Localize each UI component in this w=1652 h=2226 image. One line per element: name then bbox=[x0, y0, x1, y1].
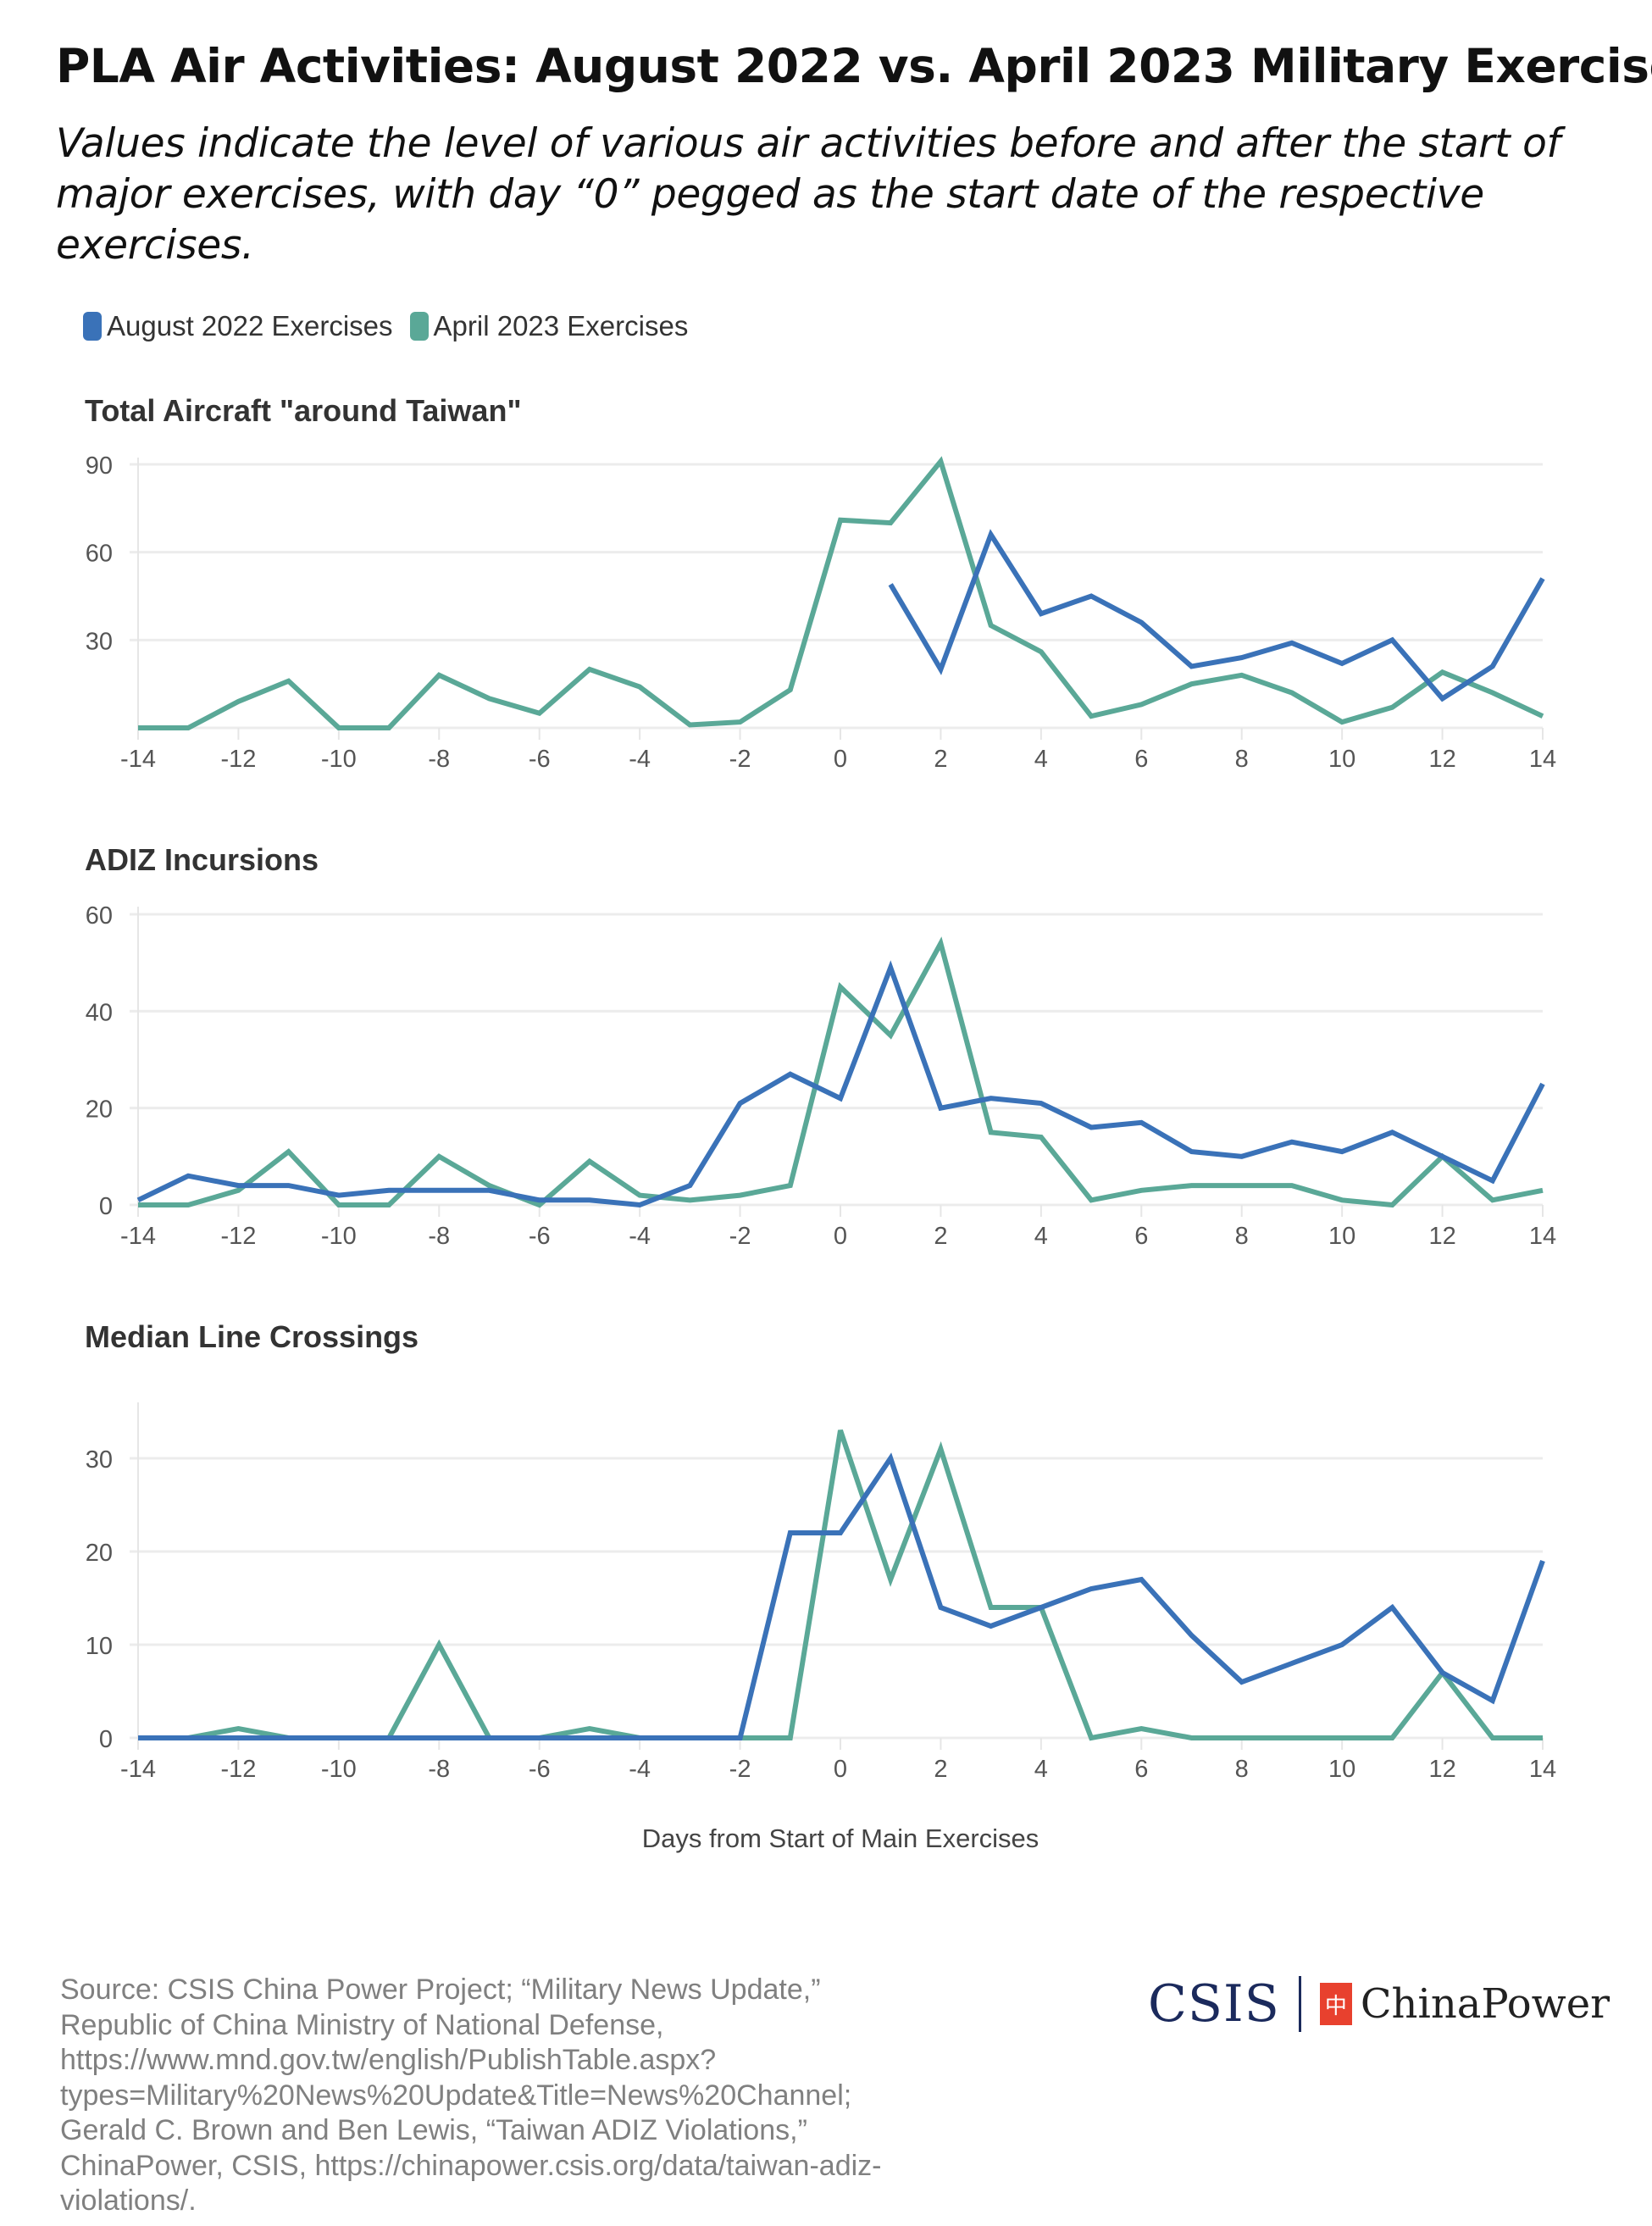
series-line-august-2022 bbox=[888, 529, 1545, 702]
x-tick-label: 0 bbox=[834, 1756, 847, 1783]
series-line-april-2023 bbox=[138, 456, 1544, 730]
legend-swatch-april bbox=[409, 312, 429, 341]
x-tick-label: 2 bbox=[934, 1756, 947, 1783]
chinapower-logo: ChinaPower bbox=[1360, 1980, 1610, 2028]
csis-logo: CSIS bbox=[1148, 1974, 1280, 2034]
x-tick-label: 14 bbox=[1529, 746, 1556, 773]
y-tick-label: 40 bbox=[86, 999, 113, 1026]
x-tick-label: 6 bbox=[1134, 1223, 1148, 1250]
x-tick-label: 10 bbox=[1328, 746, 1355, 773]
x-tick-label: -8 bbox=[428, 1223, 450, 1250]
x-tick-label: 14 bbox=[1529, 1756, 1556, 1783]
legend-item-august-2022[interactable]: August 2022 Exercises bbox=[83, 310, 393, 342]
x-tick-label: 0 bbox=[834, 1223, 847, 1250]
x-tick-label: -6 bbox=[529, 1223, 551, 1250]
series-line-august-2022 bbox=[138, 1452, 1545, 1740]
x-tick-label: -4 bbox=[629, 1223, 651, 1250]
chinapower-icon: 中 bbox=[1319, 1983, 1352, 2025]
panel-title: ADIZ Incursions bbox=[85, 842, 319, 877]
x-tick-label: -8 bbox=[428, 1756, 450, 1783]
x-tick-label: -10 bbox=[321, 1756, 357, 1783]
x-tick-label: 8 bbox=[1235, 1223, 1249, 1250]
y-tick-label: 20 bbox=[86, 1096, 113, 1124]
y-tick-label: 0 bbox=[99, 1726, 113, 1753]
series-line-april-2023 bbox=[138, 936, 1544, 1208]
x-tick-label: 4 bbox=[1034, 1756, 1048, 1783]
panel-title: Total Aircraft "around Taiwan" bbox=[85, 393, 522, 428]
y-tick-label: 60 bbox=[86, 541, 113, 568]
x-tick-label: -2 bbox=[729, 1756, 751, 1783]
x-tick-label: -4 bbox=[629, 1756, 651, 1783]
x-axis-title: Days from Start of Main Exercises bbox=[642, 1824, 1039, 1853]
legend-label: August 2022 Exercises bbox=[107, 310, 393, 341]
x-tick-label: 12 bbox=[1428, 1223, 1455, 1250]
x-tick-label: -6 bbox=[529, 1756, 551, 1783]
x-tick-label: -10 bbox=[321, 1223, 357, 1250]
x-tick-label: 4 bbox=[1034, 746, 1048, 773]
x-tick-label: -12 bbox=[220, 1756, 256, 1783]
series-line-april-2023 bbox=[138, 1429, 1543, 1741]
x-tick-label: 14 bbox=[1529, 1223, 1556, 1250]
x-tick-label: 12 bbox=[1428, 1756, 1455, 1783]
chart-subtitle: Values indicate the level of various air… bbox=[56, 120, 1561, 269]
y-tick-label: 20 bbox=[86, 1540, 113, 1567]
chart-title: PLA Air Activities: August 2022 vs. Apri… bbox=[56, 39, 1652, 93]
legend-label: April 2023 Exercises bbox=[433, 310, 689, 341]
x-tick-label: 8 bbox=[1235, 1756, 1249, 1783]
x-tick-label: -4 bbox=[629, 746, 651, 773]
x-tick-label: 8 bbox=[1235, 746, 1249, 773]
source-note: Source: CSIS China Power Project; “Milit… bbox=[60, 1973, 882, 2217]
x-tick-label: 2 bbox=[934, 746, 947, 773]
x-tick-label: -12 bbox=[220, 746, 256, 773]
x-tick-label: -10 bbox=[321, 746, 357, 773]
x-tick-label: 2 bbox=[934, 1223, 947, 1250]
x-tick-label: -2 bbox=[729, 1223, 751, 1250]
x-tick-label: -2 bbox=[729, 746, 751, 773]
x-tick-label: -14 bbox=[120, 1756, 156, 1783]
x-tick-label: 10 bbox=[1328, 1223, 1355, 1250]
x-tick-label: 12 bbox=[1428, 746, 1455, 773]
x-tick-label: 6 bbox=[1134, 1756, 1148, 1783]
y-tick-label: 0 bbox=[99, 1193, 113, 1220]
y-tick-label: 30 bbox=[86, 1446, 113, 1474]
logo-divider bbox=[1298, 1976, 1301, 2032]
csis-chinapower-logo: CSIS 中 ChinaPower bbox=[1148, 1974, 1610, 2034]
y-tick-label: 30 bbox=[86, 628, 113, 655]
series-line-august-2022 bbox=[136, 960, 1545, 1208]
legend: August 2022 Exercises April 2023 Exercis… bbox=[83, 310, 688, 342]
x-tick-label: 10 bbox=[1328, 1756, 1355, 1783]
x-tick-label: -14 bbox=[120, 1223, 156, 1250]
x-tick-label: -6 bbox=[529, 746, 551, 773]
x-tick-label: -12 bbox=[220, 1223, 256, 1250]
legend-item-april-2023[interactable]: April 2023 Exercises bbox=[409, 310, 689, 342]
x-tick-label: 4 bbox=[1034, 1223, 1048, 1250]
y-tick-label: 90 bbox=[86, 452, 113, 480]
y-tick-label: 60 bbox=[86, 902, 113, 930]
y-tick-label: 10 bbox=[86, 1633, 113, 1660]
x-tick-label: 0 bbox=[834, 746, 847, 773]
x-tick-label: 6 bbox=[1134, 746, 1148, 773]
panel-title: Median Line Crossings bbox=[85, 1319, 419, 1354]
x-tick-label: -8 bbox=[428, 746, 450, 773]
legend-swatch-august bbox=[83, 312, 102, 341]
x-tick-label: -14 bbox=[120, 746, 156, 773]
